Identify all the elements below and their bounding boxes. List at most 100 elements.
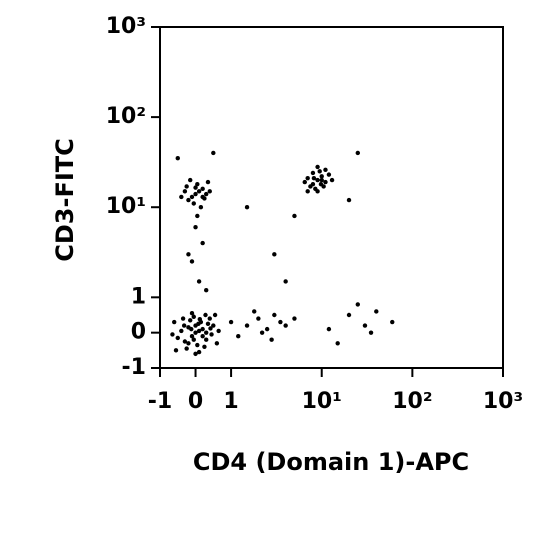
event-dot bbox=[326, 172, 332, 177]
event-dot bbox=[186, 341, 191, 346]
event-dot bbox=[196, 279, 202, 284]
event-dot bbox=[346, 197, 352, 203]
event-dot bbox=[186, 252, 191, 257]
event-dot bbox=[175, 155, 180, 161]
event-dot bbox=[191, 314, 196, 319]
y-tick-label: 10³ bbox=[106, 14, 146, 39]
x-tick-label: 0 bbox=[188, 389, 203, 414]
event-dot bbox=[311, 175, 317, 181]
event-dot bbox=[198, 205, 204, 210]
event-dot bbox=[200, 326, 205, 332]
event-dot bbox=[335, 341, 340, 346]
event-dot bbox=[205, 321, 211, 327]
event-dot bbox=[189, 311, 195, 316]
event-dot bbox=[252, 309, 257, 314]
event-dot bbox=[204, 330, 209, 335]
event-dot bbox=[329, 177, 335, 183]
y-tick-label: 10² bbox=[106, 104, 146, 129]
event-dot bbox=[315, 177, 320, 183]
event-dot bbox=[196, 189, 202, 194]
event-dot bbox=[355, 302, 360, 307]
event-dot bbox=[228, 319, 234, 325]
event-dot bbox=[205, 179, 211, 185]
event-dot bbox=[315, 164, 320, 170]
event-dot bbox=[308, 184, 313, 189]
y-tick-label: 0 bbox=[131, 320, 146, 345]
event-dot bbox=[319, 177, 324, 183]
event-dot bbox=[189, 194, 195, 200]
event-dot bbox=[259, 330, 265, 335]
event-dot bbox=[283, 323, 288, 328]
event-dot bbox=[211, 150, 216, 156]
event-dot bbox=[175, 335, 180, 341]
event-dot bbox=[264, 326, 270, 332]
event-dot bbox=[204, 337, 209, 342]
event-dot bbox=[362, 323, 368, 328]
event-dot bbox=[310, 170, 316, 176]
event-dot bbox=[319, 174, 324, 179]
event-dot bbox=[216, 328, 221, 334]
event-dot bbox=[207, 189, 212, 194]
event-dot bbox=[197, 317, 203, 322]
event-dot bbox=[188, 318, 193, 323]
event-dot bbox=[317, 169, 322, 174]
event-dot bbox=[181, 323, 187, 328]
event-dot bbox=[182, 339, 188, 344]
event-dot bbox=[374, 309, 379, 314]
event-dot bbox=[191, 201, 196, 206]
event-dot bbox=[323, 167, 328, 173]
event-dot bbox=[189, 259, 195, 264]
event-dot bbox=[244, 323, 250, 328]
event-dot bbox=[195, 182, 200, 187]
plot-frame bbox=[159, 26, 504, 369]
event-dot bbox=[355, 150, 360, 156]
event-dot bbox=[193, 191, 198, 197]
event-dot bbox=[368, 330, 374, 335]
event-dot bbox=[195, 213, 200, 219]
event-dot bbox=[173, 348, 179, 353]
event-dot bbox=[203, 312, 208, 318]
event-dot bbox=[172, 319, 177, 325]
event-dot bbox=[196, 321, 201, 327]
event-dot bbox=[211, 323, 216, 328]
event-dot bbox=[283, 279, 288, 284]
event-dot bbox=[193, 225, 198, 230]
event-dot bbox=[182, 189, 188, 194]
event-dot bbox=[195, 342, 200, 348]
event-dot bbox=[170, 332, 175, 337]
event-dot bbox=[196, 349, 202, 355]
event-dot bbox=[305, 175, 310, 181]
x-tick-label: 10² bbox=[392, 389, 432, 414]
event-dot bbox=[204, 191, 209, 197]
event-dot bbox=[191, 337, 196, 342]
event-dot bbox=[272, 312, 277, 318]
event-dot bbox=[202, 344, 207, 349]
event-dot bbox=[209, 332, 214, 337]
event-dot bbox=[212, 312, 218, 318]
event-dot bbox=[188, 177, 193, 183]
event-dot bbox=[302, 179, 307, 185]
y-tick-label: 10¹ bbox=[106, 194, 146, 219]
event-dot bbox=[193, 330, 198, 335]
event-dot bbox=[326, 326, 332, 332]
x-tick-label: 1 bbox=[223, 389, 238, 414]
event-dot bbox=[305, 189, 310, 194]
x-axis-title: CD4 (Domain 1)-APC bbox=[193, 448, 469, 476]
event-dot bbox=[180, 316, 186, 321]
event-dot bbox=[292, 213, 297, 219]
event-dot bbox=[269, 337, 274, 342]
event-dot bbox=[315, 189, 320, 194]
event-dot bbox=[200, 194, 205, 200]
x-tick-label: -1 bbox=[148, 389, 172, 414]
y-axis-title: CD3-FITC bbox=[51, 138, 79, 262]
event-dot bbox=[196, 328, 202, 334]
event-dot bbox=[272, 252, 277, 257]
event-dot bbox=[186, 197, 191, 203]
event-dot bbox=[193, 185, 198, 190]
event-dot bbox=[292, 316, 297, 321]
event-dot bbox=[208, 326, 213, 331]
event-dot bbox=[204, 287, 209, 293]
x-tick-label: 10³ bbox=[483, 389, 523, 414]
event-dot bbox=[256, 316, 261, 321]
